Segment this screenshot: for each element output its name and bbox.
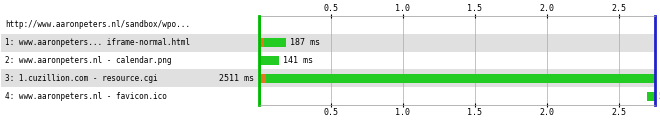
Bar [259,69,655,87]
Bar [259,52,655,69]
Bar [1,69,259,87]
Text: 2: www.aaronpeters.nl - calendar.png: 2: www.aaronpeters.nl - calendar.png [5,56,172,65]
Text: 4: www.aaronpeters.nl - favicon.ico: 4: www.aaronpeters.nl - favicon.ico [5,92,167,101]
Bar [259,34,655,52]
Text: 1: www.aaronpeters... iframe-normal.html: 1: www.aaronpeters... iframe-normal.html [5,38,190,47]
Bar [267,74,655,83]
Bar [1,34,259,52]
Text: 57 ms: 57 ms [659,92,660,101]
Bar [261,38,263,47]
Text: 187 ms: 187 ms [290,38,320,47]
Bar [259,38,261,47]
Text: 141 ms: 141 ms [283,56,314,65]
Bar [1,87,259,105]
Bar [1,52,259,69]
Bar [260,74,267,83]
Text: 2511 ms: 2511 ms [218,74,253,83]
Bar [1,16,259,34]
Text: http://www.aaronpeters.nl/sandbox/wpo...: http://www.aaronpeters.nl/sandbox/wpo... [5,20,190,29]
Bar [263,38,286,47]
Bar [259,16,655,34]
Bar [259,87,655,105]
Bar [259,74,260,83]
Bar [259,56,279,65]
Bar [647,92,655,101]
Text: 3: 1.cuzillion.com - resource.cgi: 3: 1.cuzillion.com - resource.cgi [5,74,158,83]
